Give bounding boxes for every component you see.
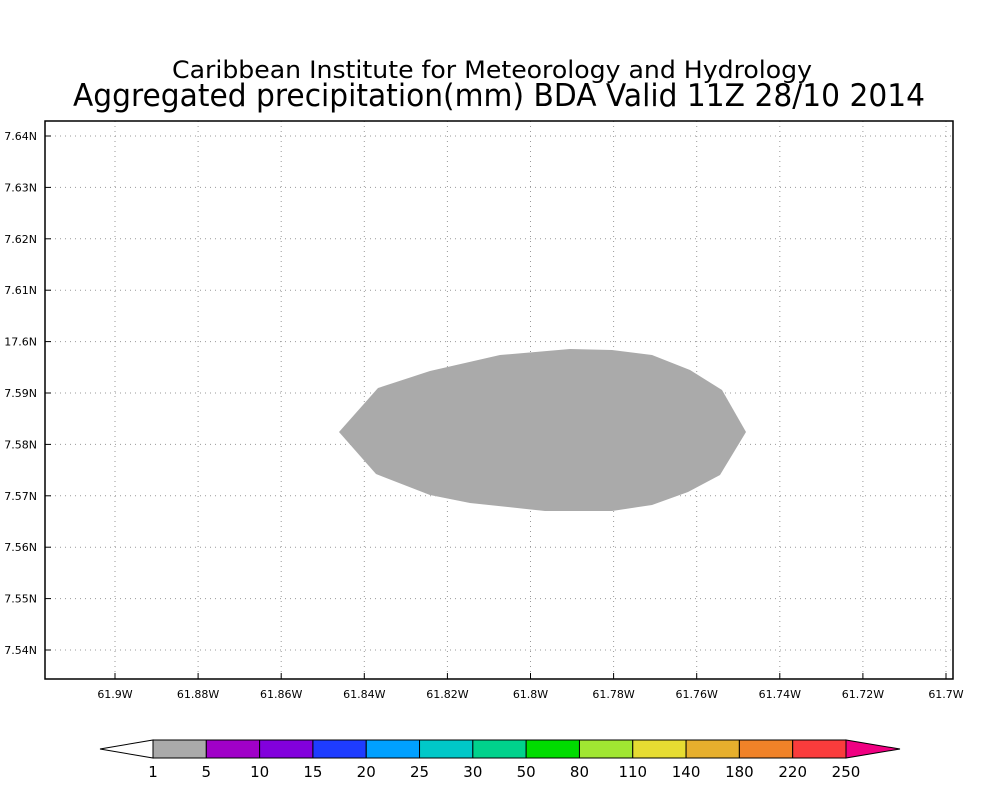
y-label: 7.59N [4,387,37,400]
colorbar-box [525,739,580,759]
colorbar-label: 5 [202,763,212,781]
x-label: 61.7W [928,688,963,701]
colorbar-box [632,739,687,759]
colorbar-label: 110 [618,763,647,781]
subtitle: Aggregated precipitation(mm) BDA Valid 1… [73,78,925,114]
map-frame [44,120,954,680]
colorbar-box [205,739,261,759]
x-label: 61.78W [592,688,634,701]
y-label: 7.56N [4,541,37,554]
colorbar-box [472,739,527,759]
y-label: 7.64N [4,130,37,143]
x-label: 61.9W [97,688,132,701]
colorbar-label: 10 [250,763,269,781]
colorbar-label: 50 [517,763,536,781]
colorbar-under [99,739,154,759]
colorbar-label: 30 [463,763,482,781]
title: Caribbean Institute for Meteorology and … [172,56,812,84]
y-label: 7.57N [4,490,37,503]
y-label: 7.61N [4,284,37,297]
y-label: 7.58N [4,438,37,451]
colorbar-box [685,739,740,759]
colorbar-label: 20 [357,763,376,781]
colorbar: 1 5 10 15 20 25 30 50 80 110 140 180 220 250 [99,739,901,781]
colorbar-box [365,739,421,759]
x-label: 61.72W [842,688,884,701]
y-label: 17.6N [4,336,37,349]
x-label: 61.74W [759,688,801,701]
x-label: 61.88W [177,688,219,701]
colorbar-label: 25 [410,763,429,781]
colorbar-box [738,739,794,759]
colorbar-over [845,739,901,759]
x-label: 61.8W [513,688,548,701]
colorbar-box [259,739,314,759]
precipitation-area [339,349,746,511]
colorbar-label: 15 [303,763,322,781]
colorbar-label: 1 [148,763,158,781]
x-label: 61.82W [426,688,468,701]
colorbar-box [152,739,207,759]
colorbar-box [578,739,634,759]
colorbar-label: 220 [778,763,807,781]
colorbar-box [419,739,474,759]
colorbar-label: 80 [570,763,589,781]
y-label: 7.55N [4,593,37,606]
colorbar-label: 250 [832,763,861,781]
grid [45,121,953,679]
colorbar-label: 140 [672,763,701,781]
x-label: 61.76W [676,688,718,701]
y-label: 7.54N [4,644,37,657]
colorbar-box [312,739,367,759]
y-label: 7.62N [4,233,37,246]
y-label: 7.63N [4,181,37,194]
x-label: 61.86W [260,688,302,701]
colorbar-box [792,739,847,759]
colorbar-label: 180 [725,763,754,781]
x-label: 61.84W [343,688,385,701]
